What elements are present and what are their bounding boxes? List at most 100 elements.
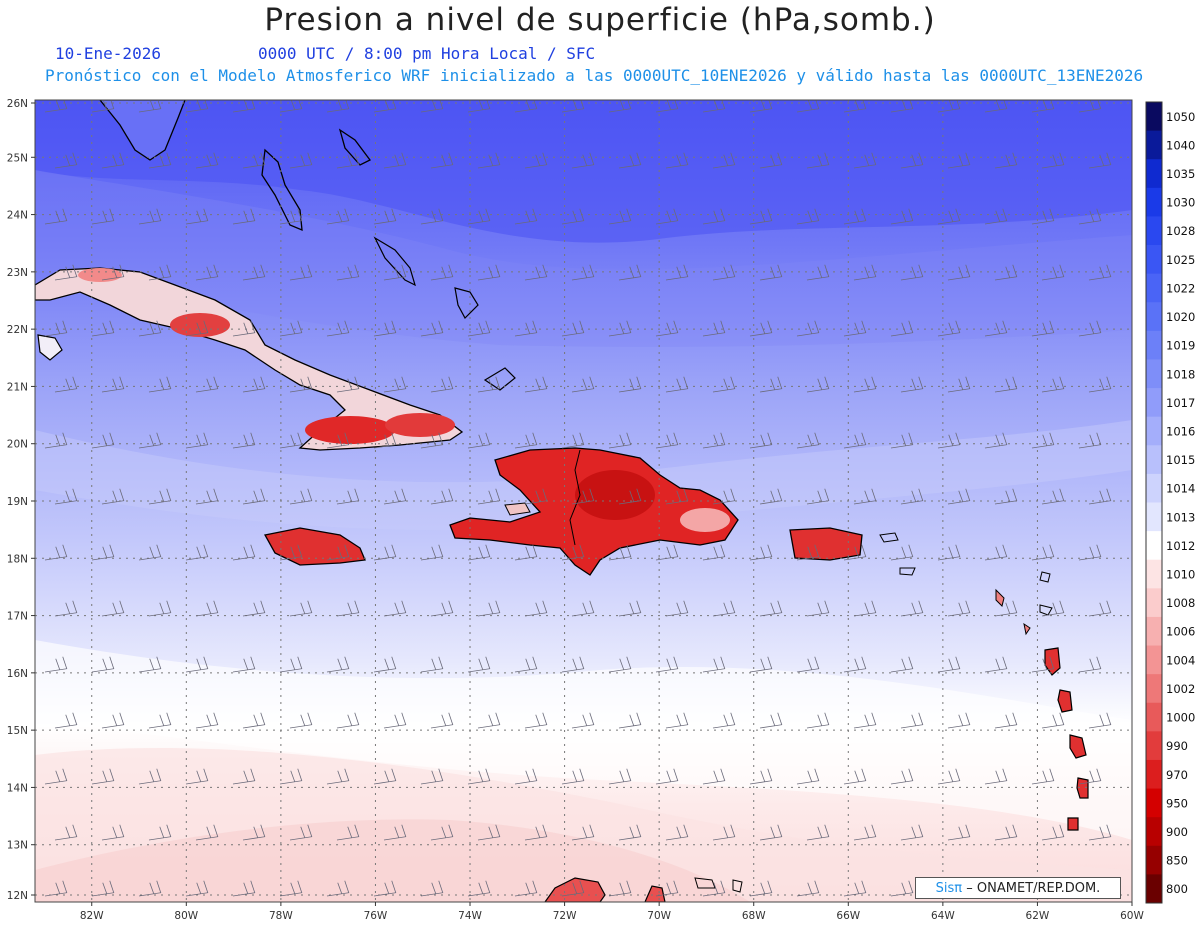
wind-barb: [514, 208, 538, 225]
wind-barb: [571, 152, 595, 169]
credit-text: – ONAMET/REP.DOM.: [966, 881, 1101, 896]
wind-barb: [937, 320, 961, 337]
puerto-rico: [789, 527, 863, 561]
wind-barb: [796, 880, 820, 897]
wind-barb: [44, 320, 68, 337]
wind-barb: [148, 488, 172, 505]
colorbar-label: 1000: [1166, 711, 1195, 725]
colorbar-swatch: [1146, 645, 1162, 675]
tortuga-island: [504, 502, 531, 516]
wind-barb: [937, 768, 961, 785]
wind-barb: [430, 824, 454, 841]
wind-barb: [477, 712, 501, 729]
lon-label: 72W: [553, 910, 577, 922]
wind-barb: [618, 376, 642, 393]
wind-barb: [608, 768, 632, 785]
wind-barb: [618, 488, 642, 505]
wind-barb: [655, 320, 679, 337]
colorbar-label: 1012: [1166, 539, 1195, 553]
wind-barb: [806, 264, 830, 281]
wind-barb: [383, 600, 407, 617]
colorbar-swatch: [1146, 216, 1162, 246]
lat-label: 22N: [7, 324, 28, 336]
wind-barb: [1078, 320, 1102, 337]
wind-barb: [937, 656, 961, 673]
wind-barb: [947, 376, 971, 393]
wind-barb: [383, 152, 407, 169]
wind-barb: [477, 600, 501, 617]
wind-barb: [984, 432, 1008, 449]
wind-barb: [430, 712, 454, 729]
wind-barb: [514, 320, 538, 337]
wind-barb: [702, 768, 726, 785]
wind-barb: [138, 320, 162, 337]
wind-barb: [373, 656, 397, 673]
wind-barb: [524, 712, 548, 729]
cuba-low-center: [170, 313, 230, 337]
wind-barb: [138, 432, 162, 449]
wind-barb: [326, 320, 350, 337]
lat-label: 16N: [7, 668, 28, 680]
lon-label: 74W: [458, 910, 482, 922]
curacao: [694, 877, 716, 889]
wind-barb: [232, 880, 256, 897]
wind-barb: [702, 320, 726, 337]
virgin-islands: [879, 532, 899, 543]
lon-label: 68W: [742, 910, 766, 922]
wind-barb: [890, 768, 914, 785]
wind-barb: [984, 208, 1008, 225]
wind-barb: [618, 824, 642, 841]
wind-barb: [665, 152, 689, 169]
wind-barb: [195, 824, 219, 841]
wind-barb: [608, 100, 632, 113]
wind-barb: [712, 264, 736, 281]
wind-barb: [524, 376, 548, 393]
colorbar-swatch: [1146, 502, 1162, 532]
wind-barb: [937, 100, 961, 113]
wind-barb: [185, 544, 209, 561]
wind-barb: [420, 320, 444, 337]
st-kitts: [995, 588, 1005, 607]
colorbar-swatch: [1146, 817, 1162, 847]
wind-barb: [101, 264, 125, 281]
colorbar-label: 850: [1166, 854, 1188, 868]
wind-barb: [806, 824, 830, 841]
wind-barb: [796, 656, 820, 673]
wind-barb: [712, 152, 736, 169]
wind-barb: [702, 208, 726, 225]
wind-barb: [420, 432, 444, 449]
cuba-low-east: [385, 413, 455, 437]
wind-barb: [796, 544, 820, 561]
wind-barb: [994, 712, 1018, 729]
wind-barb: [1078, 544, 1102, 561]
wind-barb: [1031, 544, 1055, 561]
colorbar-swatch: [1146, 273, 1162, 303]
wind-barb: [373, 320, 397, 337]
lat-label: 18N: [7, 553, 28, 565]
wind-barb: [890, 880, 914, 897]
wind-barb: [796, 432, 820, 449]
wind-barb: [148, 712, 172, 729]
wind-barb: [148, 264, 172, 281]
wind-barb: [806, 488, 830, 505]
wind-barb: [759, 488, 783, 505]
lon-label: 64W: [931, 910, 955, 922]
wind-barb: [1041, 152, 1065, 169]
wind-barb: [279, 100, 303, 113]
wind-barb: [561, 768, 585, 785]
wind-barb: [571, 824, 595, 841]
wind-barb: [994, 376, 1018, 393]
wind-barb: [947, 712, 971, 729]
wind-barb: [608, 544, 632, 561]
wind-barb: [796, 100, 820, 113]
wind-barb: [608, 320, 632, 337]
colorbar-label: 1020: [1166, 310, 1195, 324]
wind-barb: [195, 376, 219, 393]
wind-barb: [994, 824, 1018, 841]
wind-barb: [232, 432, 256, 449]
wind-barb: [796, 208, 820, 225]
wind-barb: [608, 432, 632, 449]
guadeloupe: [1044, 647, 1061, 676]
wind-barb: [853, 824, 877, 841]
wind-barb: [900, 712, 924, 729]
